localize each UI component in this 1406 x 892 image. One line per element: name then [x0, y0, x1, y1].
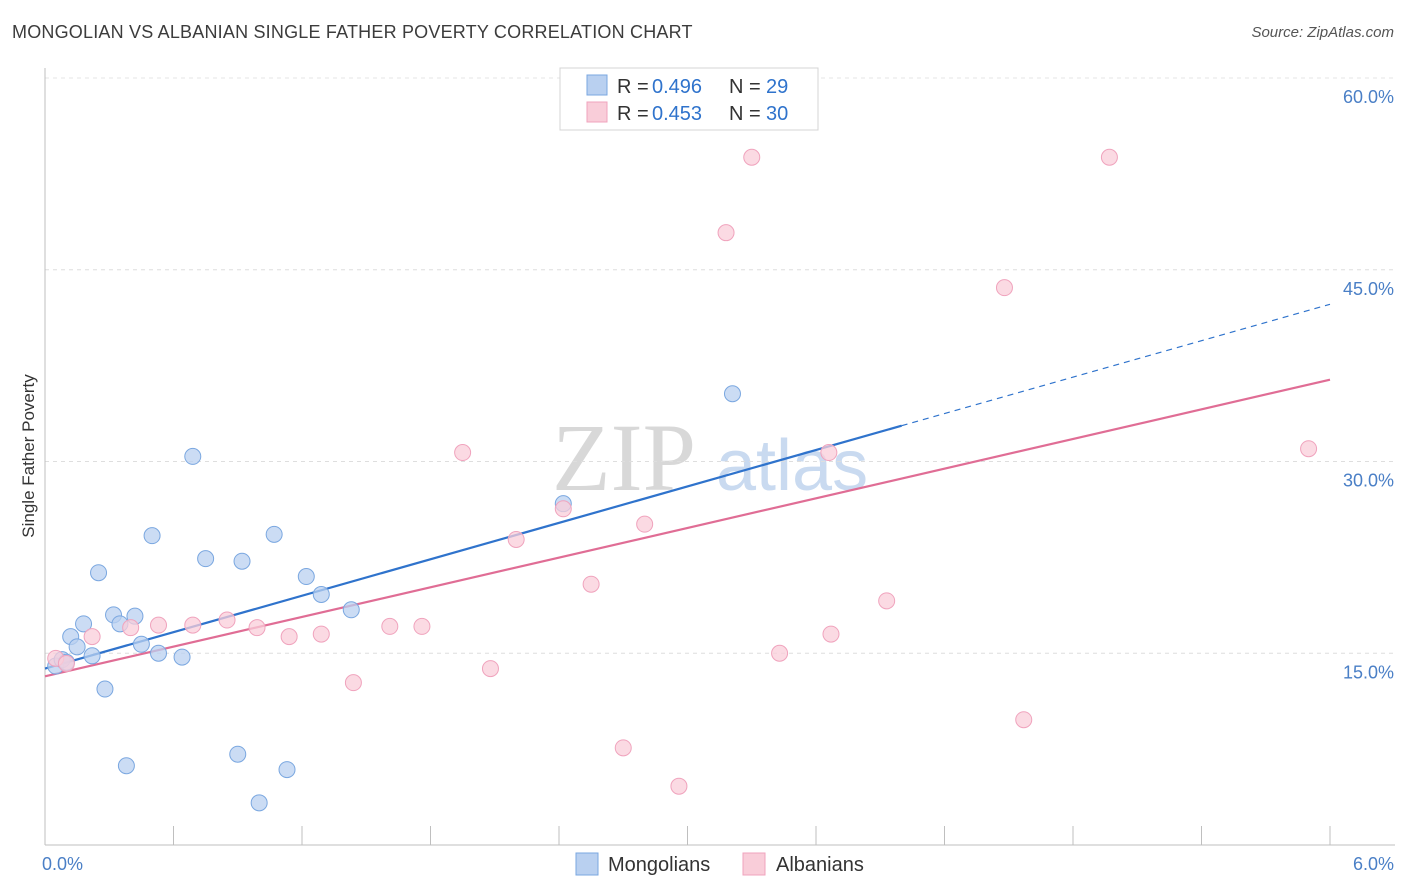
albanians-point: [57, 654, 75, 672]
legend-bottom-albanians-swatch: [742, 852, 766, 876]
albanians-point: [481, 660, 499, 678]
albanians-point: [995, 279, 1013, 297]
albanians-point: [670, 777, 688, 795]
x-tick-label: 0.0%: [42, 854, 83, 874]
albanians-point: [1100, 148, 1118, 166]
chart-source: Source: ZipAtlas.com: [1251, 24, 1394, 41]
mongolians-point: [342, 601, 360, 619]
legend-albanians-r-value: 0.453: [652, 103, 702, 125]
mongolians-point: [184, 447, 202, 465]
albanians-point: [582, 575, 600, 593]
mongolians-point: [83, 647, 101, 665]
albanians-point: [717, 224, 735, 242]
mongolians-point: [229, 745, 247, 763]
y-tick-label: 60.0%: [1343, 87, 1394, 107]
albanians-point: [1015, 711, 1033, 729]
albanians-point: [614, 739, 632, 757]
legend-bottom-mongolians-label: Mongolians: [608, 854, 710, 876]
legend-mongolians-n-value: 29: [766, 76, 788, 98]
x-tick-label: 6.0%: [1353, 854, 1394, 874]
mongolians-point: [143, 527, 161, 545]
albanians-point: [771, 644, 789, 662]
albanians-point: [150, 616, 168, 634]
y-tick-label: 15.0%: [1343, 662, 1394, 682]
mongolians-point: [117, 757, 135, 775]
albanians-point: [122, 619, 140, 637]
albanians-point: [344, 674, 362, 692]
albanians-point: [820, 444, 838, 462]
mongolians-point: [75, 615, 93, 633]
albanians-point: [413, 617, 431, 635]
legend-albanians-r-label: R =: [617, 103, 649, 125]
albanians-point: [184, 616, 202, 634]
albanians-point: [743, 148, 761, 166]
albanians-point: [218, 611, 236, 629]
mongolians-trend-line: [44, 424, 902, 670]
albanians-point: [381, 617, 399, 635]
mongolians-point: [150, 644, 168, 662]
point-layer: [47, 148, 1318, 812]
albanians-point: [822, 625, 840, 643]
mongolians-point: [250, 794, 268, 812]
albanians-point: [248, 619, 266, 637]
albanians-point: [83, 628, 101, 646]
albanians-point: [454, 444, 472, 462]
legend-albanians-n-value: 30: [766, 103, 788, 125]
legend-bottom-mongolians-swatch: [575, 852, 599, 876]
albanians-point: [878, 592, 896, 610]
y-axis-title: Single Father Poverty: [19, 374, 38, 538]
axis-layer: 15.0% 30.0% 45.0% 60.0% 0.0% 6.0%: [42, 68, 1395, 874]
mongolians-point: [723, 385, 741, 403]
legend-mongolians-r-value: 0.496: [652, 76, 702, 98]
legend-bottom-albanians-label: Albanians: [776, 854, 864, 876]
albanians-point: [280, 628, 298, 646]
mongolians-point: [68, 638, 86, 656]
mongolians-point: [233, 552, 251, 570]
mongolians-point: [132, 635, 150, 653]
mongolians-point: [197, 550, 215, 568]
albanians-point: [507, 530, 525, 548]
mongolians-point: [173, 648, 191, 666]
legend-series: Mongolians Albanians: [575, 852, 864, 876]
albanians-point: [636, 515, 654, 533]
chart-title: MONGOLIAN VS ALBANIAN SINGLE FATHER POVE…: [12, 22, 693, 42]
legend-albanians-n-label: N =: [729, 103, 761, 125]
albanians-point: [312, 625, 330, 643]
mongolians-point: [265, 525, 283, 543]
y-tick-label: 30.0%: [1343, 471, 1394, 491]
mongolians-trend-extension: [901, 303, 1331, 427]
legend-mongolians-swatch: [586, 74, 608, 96]
legend-albanians-swatch: [586, 101, 608, 123]
mongolians-point: [297, 568, 315, 586]
legend-mongolians-n-label: N =: [729, 76, 761, 98]
watermark-zip: ZIP: [552, 404, 696, 511]
albanians-point: [554, 500, 572, 518]
mongolians-point: [96, 680, 114, 698]
mongolians-point: [278, 761, 296, 779]
albanians-point: [1300, 440, 1318, 458]
mongolians-point: [312, 585, 330, 603]
mongolians-point: [90, 564, 108, 582]
y-tick-label: 45.0%: [1343, 279, 1394, 299]
watermark-atlas: atlas: [716, 426, 868, 506]
legend-mongolians-r-label: R =: [617, 76, 649, 98]
legend-stats: R = 0.496 N = 29 R = 0.453 N = 30: [559, 67, 819, 131]
